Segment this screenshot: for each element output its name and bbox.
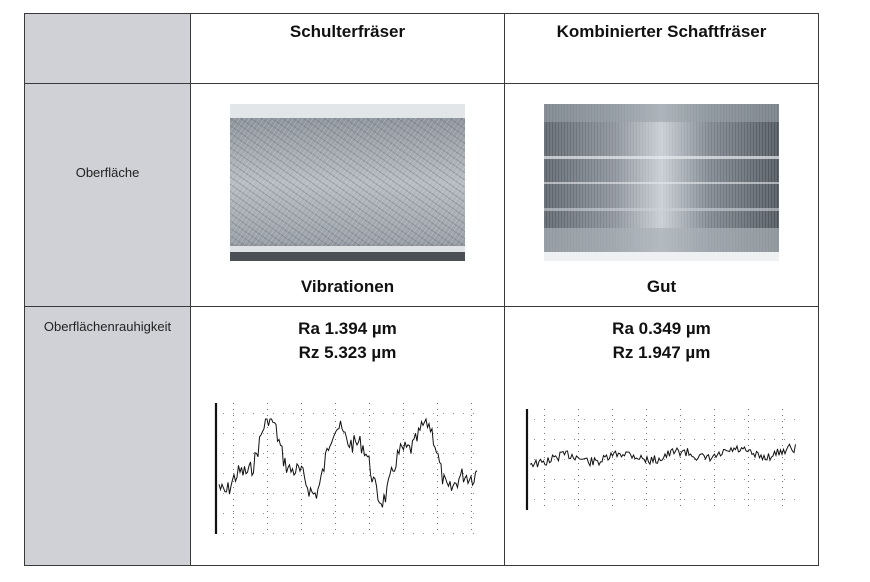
header-row: Schulterfräser Kombinierter Schaftfräser: [24, 13, 819, 84]
rz-value-combined-end-mill: Rz 1.947 µm: [612, 343, 711, 362]
verdict-vibration: Vibrationen: [300, 277, 395, 296]
surface-cell-combined-end-mill: Gut: [504, 83, 819, 307]
comparison-table: Schulterfräser Kombinierter Schaftfräser…: [24, 13, 819, 566]
ra-value-shoulder-mill: Ra 1.394 µm: [298, 319, 397, 338]
ra-value-combined-end-mill: Ra 0.349 µm: [612, 319, 711, 338]
header-combined-end-mill: Kombinierter Schaftfräser: [504, 13, 819, 84]
roughness-cell-combined-end-mill: Ra 0.349 µm Rz 1.947 µm: [504, 306, 819, 566]
roughness-profile-smooth: [525, 409, 796, 510]
corner-cell: [24, 13, 191, 84]
roughness-profile-rough: [214, 403, 477, 534]
surface-cell-shoulder-mill: Vibrationen: [190, 83, 505, 307]
rz-value-shoulder-mill: Rz 5.323 µm: [298, 343, 397, 362]
verdict-good: Gut: [646, 277, 677, 296]
surface-photo-vibration: [230, 104, 465, 261]
roughness-cell-shoulder-mill: Ra 1.394 µm Rz 5.323 µm: [190, 306, 505, 566]
surface-row: Oberfläche: [24, 83, 819, 307]
surface-row-label: Oberfläche: [24, 83, 191, 307]
header-shoulder-mill: Schulterfräser: [190, 13, 505, 84]
roughness-row: Oberflächenrauhigkeit Ra 1.394 µm Rz 5.3…: [24, 306, 819, 566]
roughness-row-label: Oberflächenrauhigkeit: [24, 306, 191, 566]
surface-photo-good: [544, 104, 779, 261]
